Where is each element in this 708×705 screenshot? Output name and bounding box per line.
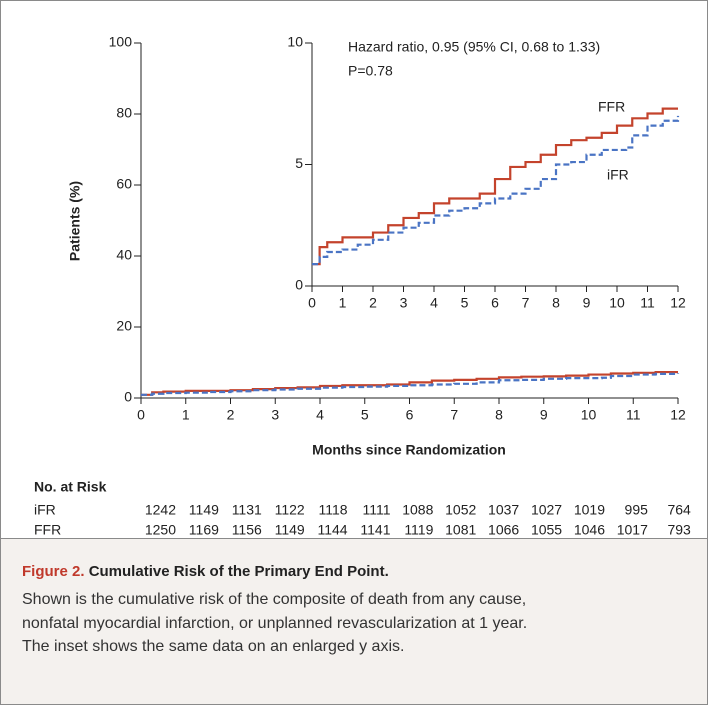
x-tick-label: 9: [583, 295, 591, 311]
x-tick-label: 12: [670, 407, 686, 423]
x-axis-label: Months since Randomization: [312, 442, 506, 458]
x-tick-label: 12: [670, 295, 686, 311]
x-tick-label: 0: [137, 407, 145, 423]
x-tick-label: 4: [316, 407, 324, 423]
at-risk-value: 1144: [317, 522, 347, 538]
at-risk-value: 1149: [275, 522, 305, 538]
figure-label: Figure 2.: [22, 563, 85, 580]
at-risk-value: 1250: [145, 522, 176, 538]
x-tick-label: 10: [581, 407, 597, 423]
at-risk-label: iFR: [34, 502, 56, 518]
x-tick-label: 11: [640, 295, 655, 311]
x-tick-label: 1: [182, 407, 190, 423]
figure-title: Cumulative Risk of the Primary End Point…: [88, 563, 389, 580]
at-risk-value: 1122: [275, 502, 305, 518]
caption-title: Figure 2. Cumulative Risk of the Primary…: [22, 563, 707, 580]
x-tick-label: 10: [609, 295, 625, 311]
at-risk-value: 1242: [145, 502, 176, 518]
at-risk-value: 1119: [404, 522, 433, 538]
x-tick-label: 8: [495, 407, 503, 423]
x-tick-label: 4: [430, 295, 438, 311]
x-tick-label: 3: [271, 407, 279, 423]
caption-line: The inset shows the same data on an enla…: [22, 638, 405, 655]
y-tick-label: 40: [116, 247, 132, 263]
step-line: [312, 115, 680, 266]
x-tick-label: 7: [522, 295, 530, 311]
y-tick-label: 60: [116, 176, 132, 192]
at-risk-value: 1111: [362, 502, 390, 518]
x-tick-label: 6: [406, 407, 414, 423]
at-risk-value: 1156: [232, 522, 262, 538]
y-tick-label: 100: [109, 34, 133, 50]
x-tick-label: 3: [400, 295, 408, 311]
at-risk-value: 1131: [232, 502, 262, 518]
x-tick-label: 0: [308, 295, 316, 311]
at-risk-title: No. at Risk: [34, 479, 107, 495]
y-tick-label: 5: [295, 155, 303, 171]
x-tick-label: 11: [626, 407, 641, 423]
at-risk-value: 1118: [319, 502, 348, 518]
x-tick-label: 1: [339, 295, 347, 311]
x-tick-label: 8: [552, 295, 560, 311]
y-tick-label: 0: [295, 277, 303, 293]
at-risk-value: 1027: [531, 502, 562, 518]
caption-line: Shown is the cumulative risk of the comp…: [22, 591, 527, 608]
caption-line: nonfatal myocardial infarction, or unpla…: [22, 614, 528, 632]
x-tick-label: 6: [491, 295, 499, 311]
y-tick-label: 10: [287, 34, 303, 50]
at-risk-value: 1052: [445, 502, 476, 518]
y-axis-label: Patients (%): [67, 181, 83, 261]
y-tick-label: 20: [116, 318, 132, 334]
chart: Patients (%) Months since Randomization …: [34, 34, 691, 538]
at-risk-value: 1066: [488, 522, 519, 538]
caption: Figure 2. Cumulative Risk of the Primary…: [1, 538, 707, 704]
annotation: P=0.78: [348, 63, 393, 79]
at-risk-value: 1081: [445, 522, 476, 538]
at-risk-value: 995: [625, 502, 649, 518]
x-tick-label: 2: [369, 295, 377, 311]
x-tick-label: 5: [361, 407, 369, 423]
step-line: [141, 370, 678, 396]
step-line: [312, 107, 678, 266]
x-tick-label: 9: [540, 407, 548, 423]
at-risk-value: 764: [667, 502, 691, 518]
at-risk-value: 1019: [574, 502, 605, 518]
x-tick-label: 2: [227, 407, 235, 423]
at-risk-value: 1149: [189, 502, 219, 518]
series-label: iFR: [607, 167, 629, 183]
at-risk-label: FFR: [34, 522, 61, 538]
series-label: FFR: [598, 99, 625, 115]
at-risk-value: 1046: [574, 522, 605, 538]
at-risk-value: 1037: [488, 502, 519, 518]
x-tick-label: 5: [461, 295, 469, 311]
x-tick-label: 7: [450, 407, 458, 423]
at-risk-value: 793: [667, 522, 691, 538]
at-risk-value: 1141: [360, 522, 390, 538]
annotation: Hazard ratio, 0.95 (95% CI, 0.68 to 1.33…: [348, 39, 600, 55]
at-risk-value: 1055: [531, 522, 562, 538]
y-tick-label: 80: [116, 105, 132, 121]
at-risk-value: 1169: [189, 522, 219, 538]
y-tick-label: 0: [124, 389, 132, 405]
step-line: [141, 372, 680, 396]
at-risk-value: 1017: [617, 522, 648, 538]
at-risk-value: 1088: [402, 502, 433, 518]
